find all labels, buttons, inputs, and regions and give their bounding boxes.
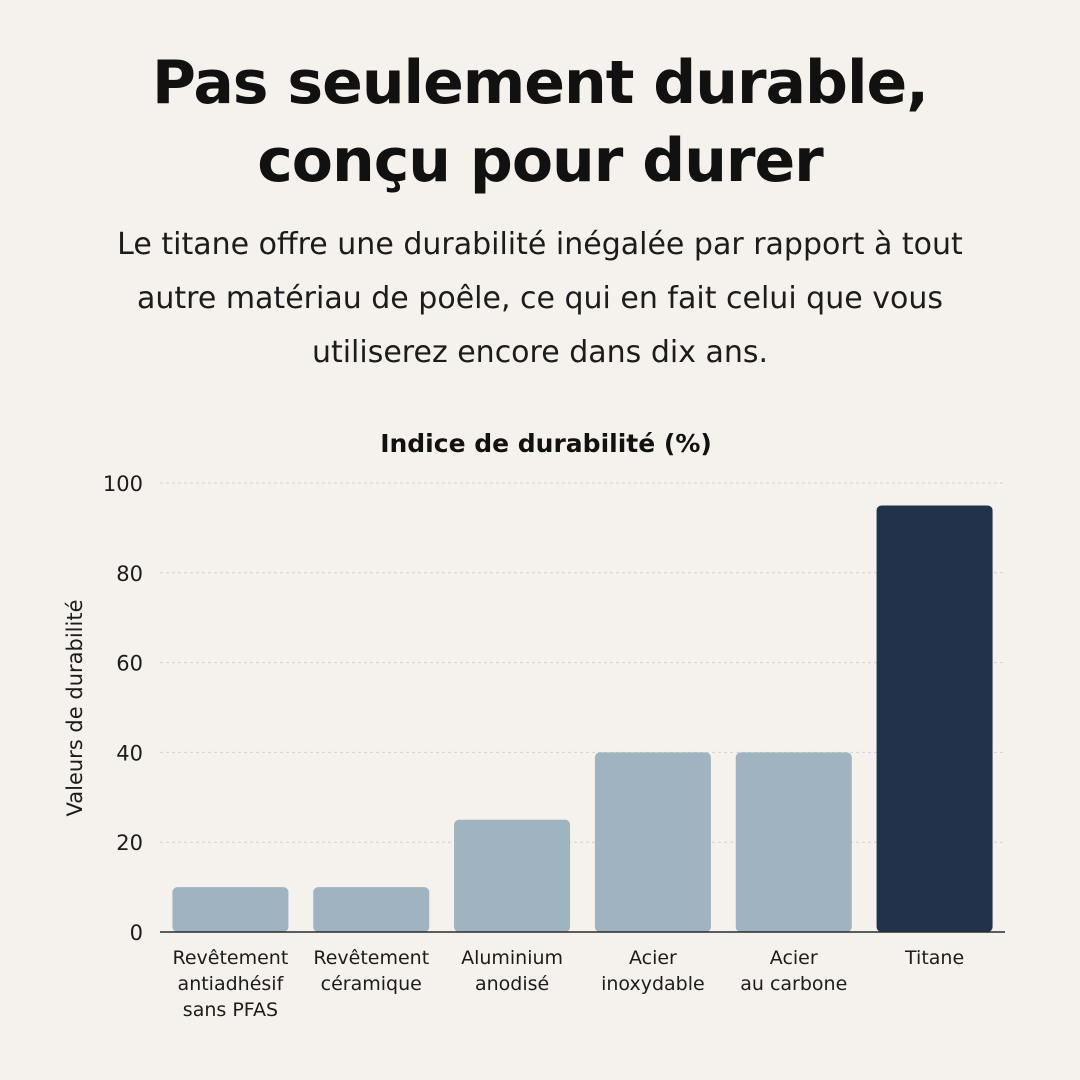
- page-title-line-1: Pas seulement durable,: [151, 48, 929, 118]
- y-tick-label: 40: [116, 741, 143, 765]
- x-tick-label-line: Titane: [904, 947, 964, 969]
- x-tick-label-line: au carbone: [740, 973, 847, 995]
- x-tick-label-line: Aluminium: [461, 947, 563, 969]
- y-axis-label: Valeurs de durabilité: [63, 600, 87, 817]
- y-tick-labels: 0 20 40 60 80 100: [103, 472, 143, 945]
- x-tick-label-line: céramique: [321, 973, 422, 995]
- bar: [454, 819, 571, 932]
- chart-title: Indice de durabilité (%): [380, 429, 712, 458]
- bar: [313, 887, 430, 932]
- x-tick-label-line: Acier: [629, 947, 677, 969]
- x-tick-label-line: anodisé: [475, 973, 549, 995]
- bar: [594, 752, 711, 932]
- y-tick-label: 0: [130, 921, 143, 945]
- bar: [735, 752, 852, 932]
- page-title: Pas seulement durable, conçu pour durer: [0, 44, 1080, 200]
- x-tick-label: Acier au carbone: [740, 947, 847, 995]
- y-tick-label: 60: [116, 652, 143, 676]
- bar: [876, 505, 993, 932]
- x-tick-label: Revêtement céramique: [313, 947, 429, 995]
- bars: [172, 505, 993, 932]
- y-tick-label: 100: [103, 472, 143, 496]
- x-tick-label: Titane: [904, 947, 964, 969]
- x-tick-label: Acier inoxydable: [601, 947, 705, 995]
- x-tick-labels: Revêtement antiadhésif sans PFASRevêtement…: [173, 947, 965, 1021]
- x-tick-label-line: Revêtement: [313, 947, 429, 969]
- x-tick-label-line: Acier: [770, 947, 818, 969]
- x-tick-label-line: inoxydable: [601, 973, 705, 995]
- x-tick-label-line: sans PFAS: [183, 999, 278, 1021]
- x-tick-label: Revêtement antiadhésif sans PFAS: [173, 947, 289, 1021]
- y-tick-label: 80: [116, 562, 143, 586]
- x-tick-label-line: Revêtement: [173, 947, 289, 969]
- page-title-line-2: conçu pour durer: [257, 126, 824, 196]
- page-subtitle: Le titane offre une durabilité inégalée …: [117, 227, 963, 370]
- x-tick-label: Aluminium anodisé: [461, 947, 563, 995]
- y-tick-label: 20: [116, 831, 143, 855]
- bar: [172, 887, 289, 932]
- grid-lines: [160, 482, 1005, 843]
- x-tick-label-line: antiadhésif: [178, 973, 285, 995]
